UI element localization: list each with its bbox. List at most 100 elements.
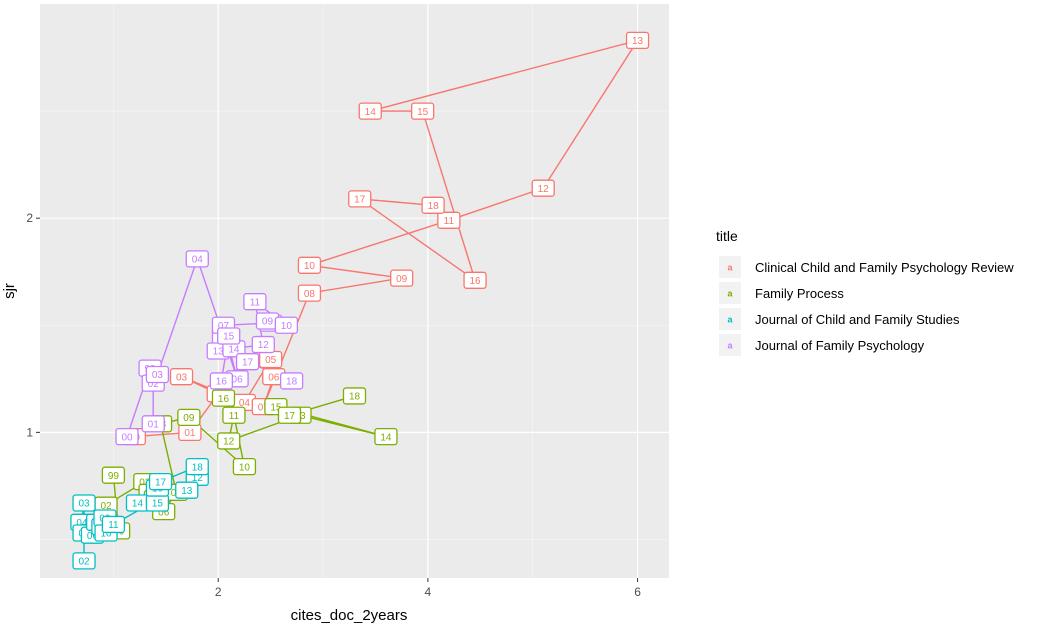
- point-label-text: 12: [258, 340, 270, 351]
- point-label-box: [141, 415, 165, 433]
- point-label-text: 03: [78, 499, 90, 510]
- point-label: 16: [209, 372, 234, 390]
- y-axis-label: sjr: [1, 283, 18, 299]
- point-label: 18: [342, 387, 367, 405]
- point-label-text: 01: [184, 428, 196, 439]
- point-label-text: 05: [265, 355, 277, 366]
- legend-label: Family Process: [755, 286, 844, 301]
- point-label-text: 00: [121, 432, 133, 443]
- point-label-text: 11: [229, 411, 240, 422]
- point-label-box: [463, 271, 487, 289]
- point-label: 10: [274, 316, 299, 334]
- point-label-box: [277, 406, 302, 424]
- point-label-text: 03: [152, 370, 164, 381]
- point-label: 11: [101, 515, 126, 534]
- axes: 2 4 612: [26, 211, 641, 599]
- point-label-box: [145, 365, 170, 384]
- point-label: 00: [115, 427, 139, 446]
- legend-key-glyph: a: [727, 263, 733, 273]
- point-label-box: [217, 432, 241, 450]
- point-label-text: 11: [444, 216, 455, 227]
- point-label-box: [209, 372, 234, 390]
- point-label-text: 12: [538, 184, 550, 195]
- point-label-text: 12: [223, 437, 235, 448]
- legend-item: a Clinical Child and Family Psychology Re…: [719, 256, 1014, 278]
- legend-key-glyph: a: [727, 315, 733, 325]
- point-label-box: [625, 31, 650, 50]
- point-label-box: [101, 466, 126, 484]
- point-label: 15: [145, 494, 170, 512]
- point-label: 11: [222, 406, 246, 424]
- point-label: 18: [185, 457, 209, 476]
- legend-label: Journal of Family Psychology: [755, 338, 925, 353]
- point-label-box: [421, 196, 445, 214]
- legend-item: a Journal of Child and Family Studies: [719, 308, 960, 330]
- point-label: 13: [175, 481, 199, 499]
- point-label-text: 14: [380, 432, 392, 443]
- point-label: 10: [232, 457, 257, 476]
- point-label-text: 99: [108, 471, 120, 482]
- point-label: 18: [279, 372, 304, 390]
- point-label-text: 14: [132, 499, 144, 510]
- point-label-text: 16: [218, 394, 230, 405]
- point-label-text: 08: [304, 289, 316, 300]
- point-label-text: 14: [365, 107, 377, 118]
- point-label-box: [101, 515, 126, 534]
- point-label: 15: [410, 102, 435, 120]
- point-label-text: 07: [258, 402, 270, 413]
- point-label: 16: [211, 389, 236, 407]
- point-label-box: [148, 472, 173, 491]
- point-label-text: 01: [148, 419, 160, 430]
- y-tick-label: 1: [26, 425, 33, 439]
- legend: title a Clinical Child and Family Psychol…: [716, 228, 1014, 356]
- point-label-text: 03: [139, 477, 151, 488]
- point-label-text: 14: [228, 345, 240, 356]
- point-label-text: 17: [354, 195, 366, 206]
- x-tick-label: 2: [215, 585, 222, 599]
- point-label-text: 09: [183, 413, 195, 424]
- point-label-text: 10: [100, 529, 112, 540]
- point-label-text: 15: [270, 402, 282, 413]
- point-label: 05: [258, 350, 283, 369]
- point-label: 16: [463, 271, 487, 289]
- point-label-text: 16: [216, 377, 228, 388]
- point-label-text: 04: [76, 518, 88, 529]
- point-label: 12: [217, 432, 241, 450]
- plot-panel: [40, 4, 669, 578]
- point-label-box: [217, 327, 241, 345]
- y-tick-label: 2: [26, 211, 33, 225]
- point-label-box: [177, 408, 201, 427]
- point-label-box: [358, 102, 382, 120]
- point-label-text: 11: [108, 520, 119, 531]
- point-label: 17: [348, 190, 372, 208]
- point-label-box: [342, 387, 367, 405]
- point-label-text: 06: [158, 507, 170, 518]
- point-label-text: 17: [242, 357, 254, 368]
- point-label-text: 10: [239, 462, 251, 473]
- point-label-box: [410, 102, 435, 120]
- point-label: 01: [178, 423, 202, 442]
- point-label-text: 17: [155, 477, 167, 488]
- point-label: 13: [625, 31, 650, 50]
- point-label-box: [297, 284, 322, 302]
- point-label-box: [437, 211, 461, 229]
- point-label-box: [185, 457, 209, 476]
- legend-key: [719, 256, 741, 278]
- point-label: 03: [72, 494, 96, 512]
- point-label: 03: [169, 368, 194, 386]
- point-label: 10: [297, 256, 322, 274]
- x-axis-label: cites_doc_2years: [291, 607, 408, 624]
- point-label-box: [72, 552, 96, 570]
- point-label: 11: [243, 293, 267, 311]
- legend-title: title: [716, 228, 738, 244]
- point-label: 09: [390, 269, 414, 287]
- point-label: 09: [255, 312, 280, 330]
- point-labels: 0001020304050607080910111213141516171899…: [70, 31, 650, 570]
- point-label-text: 13: [632, 36, 644, 47]
- point-label: 11: [437, 211, 461, 229]
- point-label-box: [115, 427, 139, 446]
- point-label: 15: [217, 327, 241, 345]
- point-label: 03: [145, 365, 170, 384]
